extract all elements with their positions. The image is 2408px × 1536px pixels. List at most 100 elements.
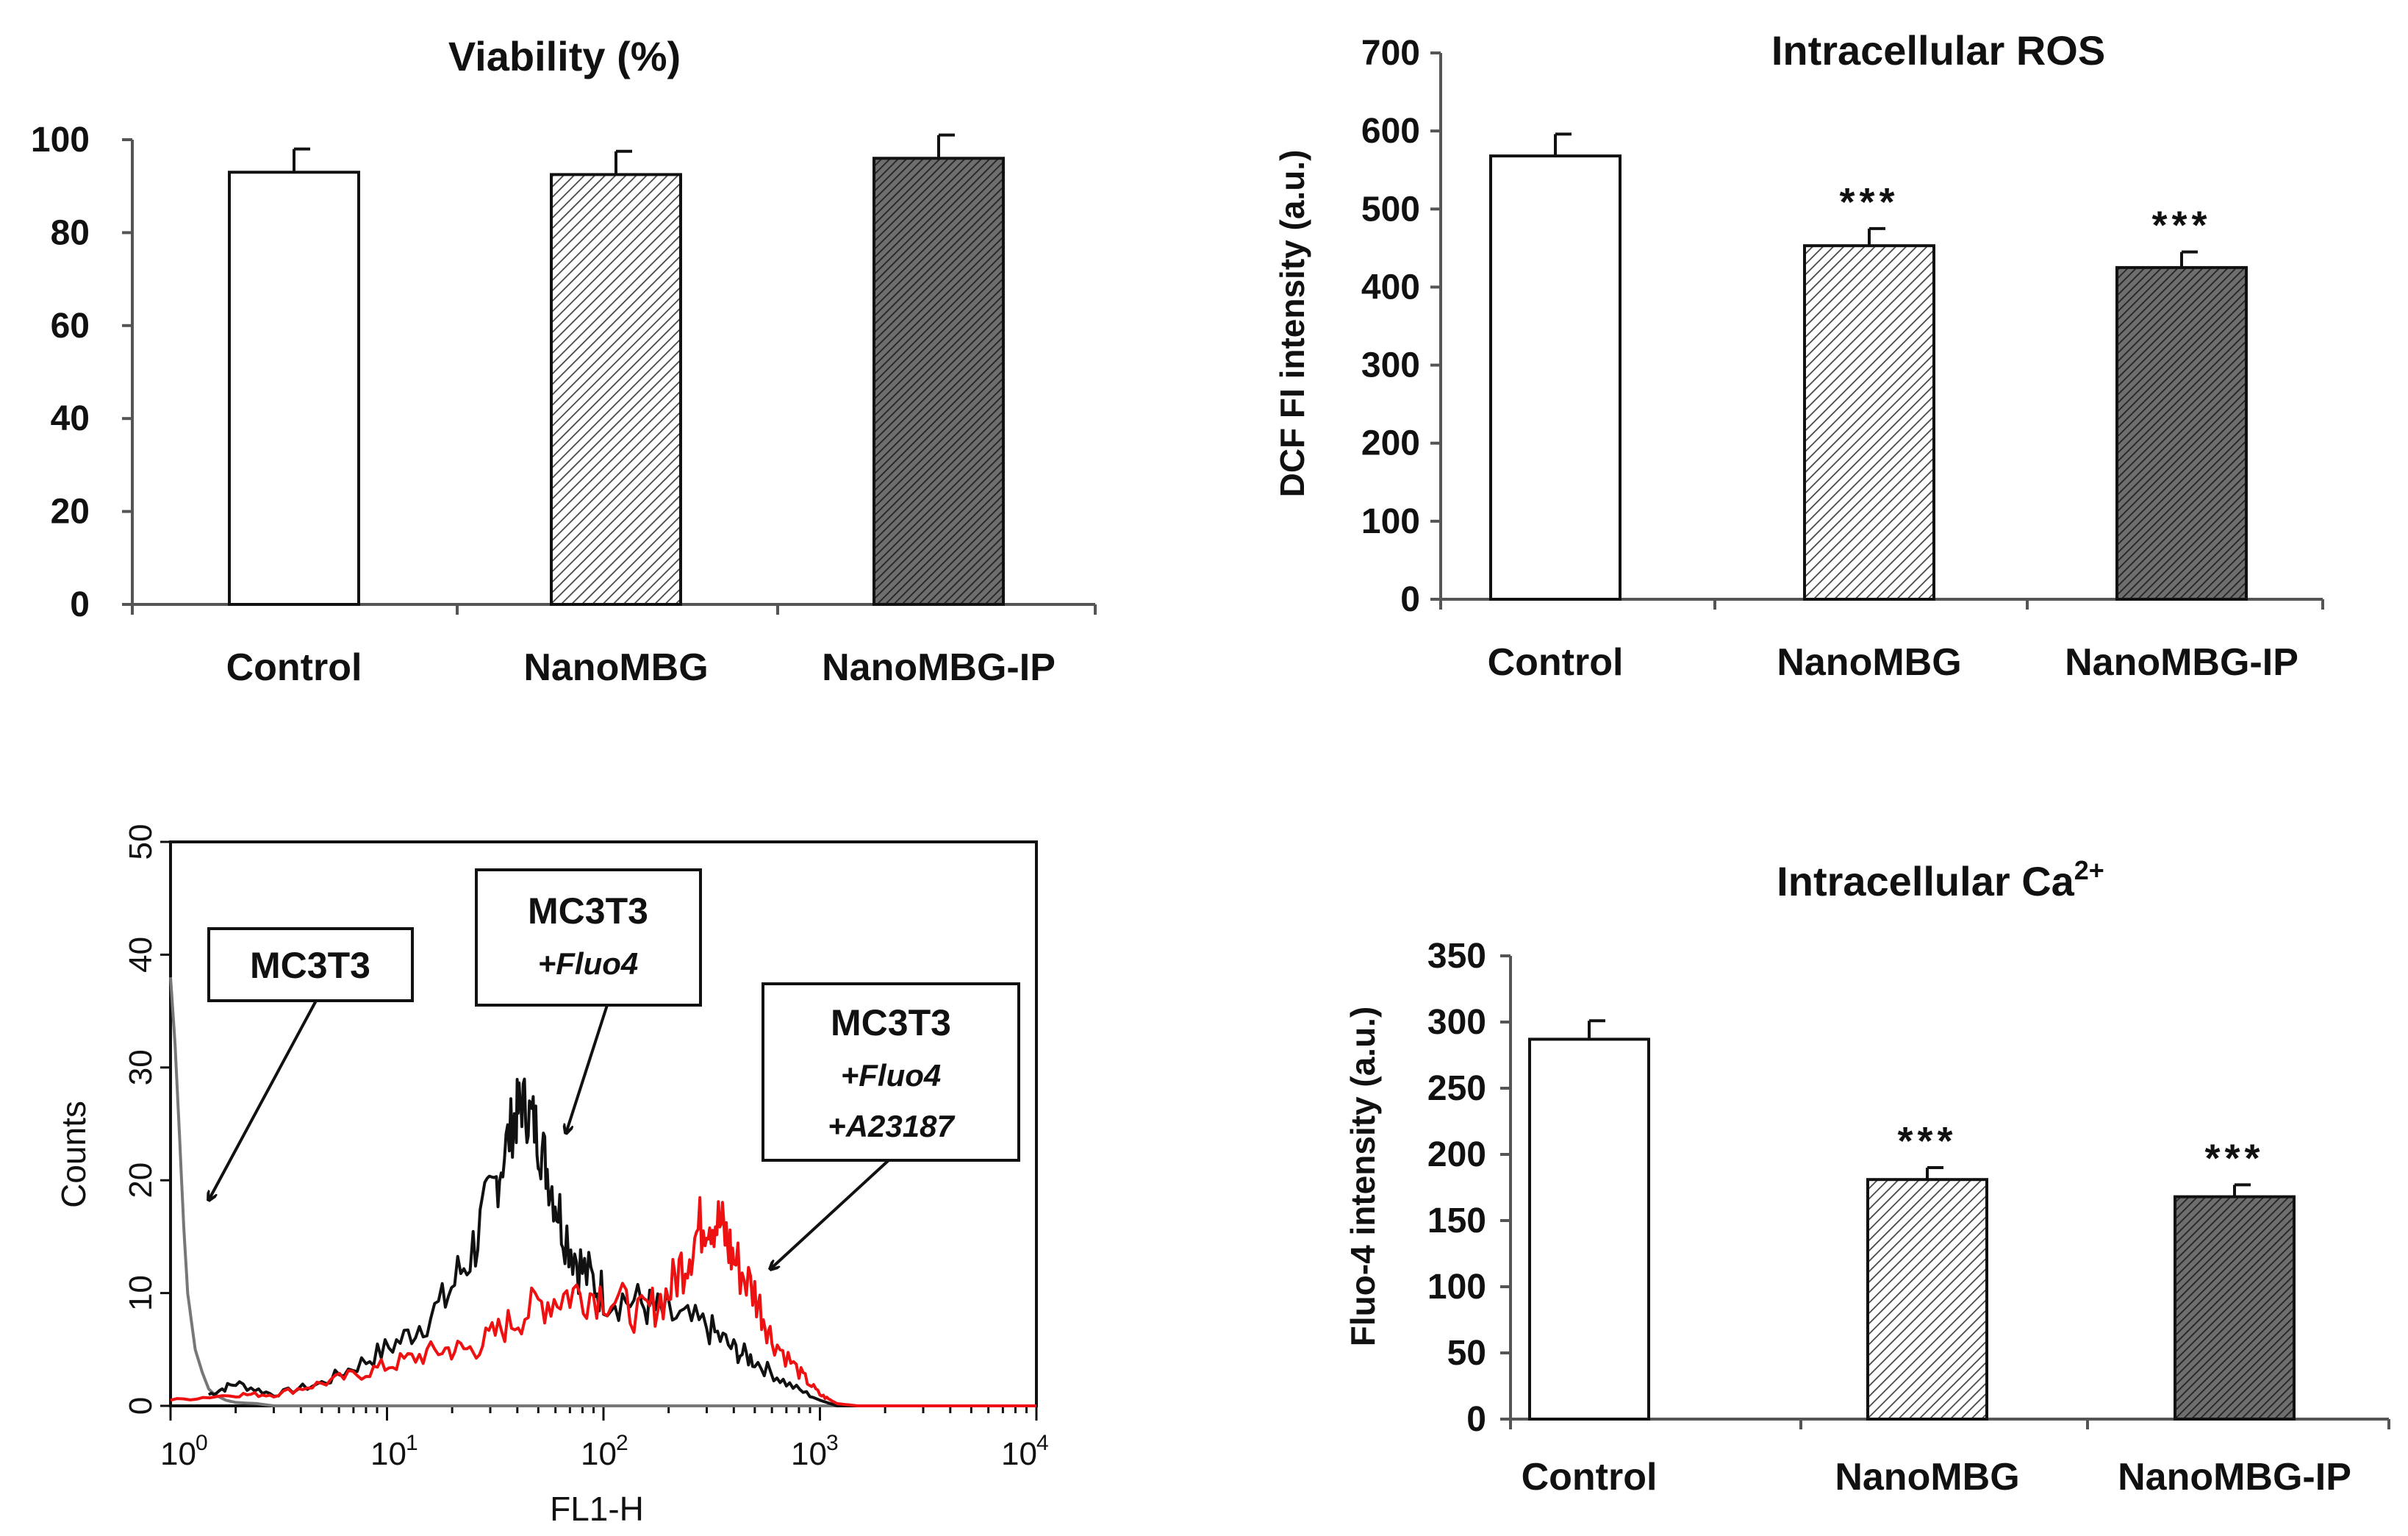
- calcium-y-tick-label: 300: [1427, 1003, 1486, 1042]
- ros-y-tick-label: 700: [1361, 34, 1420, 73]
- flow-trace-a23187: [170, 1196, 1036, 1407]
- flow-xtick-3: 10 2: [581, 1431, 628, 1472]
- calcium-chart: Intracellular Ca2+ Fluo-4 intensity (a.u…: [1344, 855, 2390, 1499]
- calcium-y-tick-label: 50: [1447, 1334, 1486, 1373]
- flow-xtick-2-base: 10: [370, 1436, 406, 1472]
- ros-significance-nanombg: ***: [1839, 180, 1899, 224]
- calcium-category-control: Control: [1522, 1456, 1658, 1499]
- flow-y-tick-label: 20: [123, 1162, 159, 1199]
- flow-annotation-mc3t3: MC3T3: [207, 927, 414, 1200]
- ros-y-tick-label: 500: [1361, 190, 1420, 229]
- flow-xtick-1: 10 0: [160, 1431, 208, 1472]
- calcium-category-nanombg-ip: NanoMBG-IP: [2118, 1456, 2351, 1499]
- viability-y-tick-label: 0: [70, 585, 90, 624]
- flow-xtick-4-base: 10: [791, 1436, 827, 1472]
- flow-xticks: 10 0 10 1 10 2 10 3 10 4: [160, 1431, 1049, 1472]
- ros-ylabel: DCF FI intensity (a.u.): [1273, 150, 1311, 498]
- ros-category-control: Control: [1488, 641, 1624, 684]
- viability-bar-control: [228, 171, 360, 607]
- ros-y-tick-label: 200: [1361, 424, 1420, 463]
- calcium-bar-nanombg: [1866, 1178, 1988, 1421]
- ros-y-tick-label: 300: [1361, 346, 1420, 385]
- annotation-a23187-line2: +Fluo4: [841, 1058, 942, 1093]
- calcium-bar-control: [1528, 1037, 1650, 1421]
- flow-y-tick-label: 50: [123, 824, 159, 860]
- calcium-significance-nanombg-ip: ***: [2204, 1136, 2264, 1180]
- ros-significance: *** ***: [1839, 180, 2211, 248]
- arrow-mc3t3: [209, 1000, 318, 1200]
- viability-bars: [228, 133, 1005, 607]
- calcium-y-tick-label: 0: [1466, 1400, 1486, 1439]
- ros-bar-control: [1489, 154, 1622, 601]
- flow-xlabel: FL1-H: [550, 1490, 644, 1528]
- flow-xtick-5: 10 4: [1001, 1431, 1049, 1472]
- flow-xtick-4: 10 3: [791, 1431, 839, 1472]
- flow-y-tick-label: 10: [123, 1275, 159, 1311]
- flow-xtick-3-exp: 2: [616, 1431, 628, 1455]
- ros-yticks: 0 100 200 300 400 500 600 700: [1361, 34, 1441, 619]
- annotation-box-fluo4: [475, 868, 702, 1007]
- viability-y-tick-label: 60: [51, 307, 90, 346]
- calcium-title: Intracellular Ca2+: [1777, 855, 2104, 904]
- viability-y-tick-label: 80: [51, 213, 90, 252]
- calcium-y-tick-label: 250: [1427, 1069, 1486, 1108]
- annotation-a23187-line1: MC3T3: [831, 1002, 951, 1043]
- ros-y-tick-label: 400: [1361, 268, 1420, 307]
- flow-y-tick-label: 40: [123, 937, 159, 973]
- flow-xtick-4-exp: 3: [826, 1431, 839, 1455]
- flow-trace-mc3t3: [169, 976, 1036, 1407]
- viability-bar-nanombg-ip: [872, 157, 1005, 606]
- calcium-y-tick-label: 100: [1427, 1268, 1486, 1307]
- viability-yticks: 0 20 40 60 80 100: [31, 121, 132, 624]
- flow-yticks: 0 10 20 30 40 50: [123, 824, 171, 1415]
- flow-trace-fluo4: [207, 1077, 1036, 1407]
- flow-y-tick-label: 0: [123, 1397, 159, 1415]
- viability-y-tick-label: 40: [51, 399, 90, 438]
- annotation-box-mc3t3: [207, 927, 414, 1002]
- annotation-fluo4-line2: +Fluo4: [538, 946, 639, 981]
- ros-y-tick-label: 0: [1400, 580, 1420, 619]
- ros-bar-nanombg-ip: [2115, 265, 2248, 601]
- ros-category-nanombg-ip: NanoMBG-IP: [2065, 641, 2298, 684]
- annotation-fluo4-line1: MC3T3: [528, 890, 648, 932]
- calcium-significance: *** ***: [1897, 1119, 2264, 1180]
- flow-xtick-2-exp: 1: [406, 1431, 418, 1455]
- annotation-a23187-line3: +A23187: [828, 1109, 955, 1143]
- annotation-box-a23187: [762, 982, 1020, 1162]
- ros-category-nanombg: NanoMBG: [1777, 641, 1961, 684]
- viability-category-nanombg-ip: NanoMBG-IP: [822, 646, 1056, 689]
- viability-y-tick-label: 100: [31, 121, 90, 160]
- ros-categories: Control NanoMBG NanoMBG-IP: [1488, 641, 2298, 684]
- viability-bar-nanombg: [550, 173, 682, 606]
- flow-traces: [169, 976, 1036, 1407]
- arrow-a23187: [770, 1159, 890, 1269]
- flow-xtick-1-base: 10: [160, 1436, 196, 1472]
- ros-y-tick-label: 100: [1361, 502, 1420, 541]
- calcium-ylabel: Fluo-4 intensity (a.u.): [1344, 1007, 1382, 1347]
- calcium-categories: Control NanoMBG NanoMBG-IP: [1522, 1456, 2351, 1499]
- calcium-yticks: 0 50 100 150 200 250 300 350: [1427, 937, 1511, 1439]
- flow-ylabel: Counts: [54, 1101, 93, 1208]
- flow-xtick-1-exp: 0: [196, 1431, 208, 1455]
- calcium-bar-nanombg-ip: [2174, 1195, 2296, 1421]
- viability-title: Viability (%): [448, 33, 681, 79]
- calcium-title-superscript: 2+: [2074, 855, 2104, 885]
- viability-y-tick-label: 20: [51, 493, 90, 532]
- annotation-mc3t3-label: MC3T3: [250, 945, 370, 986]
- ros-significance-nanombg-ip: ***: [2151, 204, 2211, 248]
- flow-annotation-fluo4: MC3T3 +Fluo4: [475, 868, 702, 1133]
- ros-y-tick-label: 600: [1361, 112, 1420, 151]
- flow-xtick-5-exp: 4: [1036, 1431, 1049, 1455]
- calcium-y-tick-label: 150: [1427, 1201, 1486, 1240]
- calcium-bars: [1528, 1019, 2296, 1421]
- ros-bar-nanombg: [1803, 244, 1935, 601]
- calcium-y-tick-label: 350: [1427, 937, 1486, 976]
- flow-y-tick-label: 30: [123, 1049, 159, 1085]
- calcium-significance-nanombg: ***: [1897, 1119, 1957, 1163]
- viability-category-control: Control: [226, 646, 362, 689]
- ros-bars: [1489, 132, 2248, 601]
- ros-title: Intracellular ROS: [1771, 27, 2105, 74]
- viability-categories: Control NanoMBG NanoMBG-IP: [226, 646, 1056, 689]
